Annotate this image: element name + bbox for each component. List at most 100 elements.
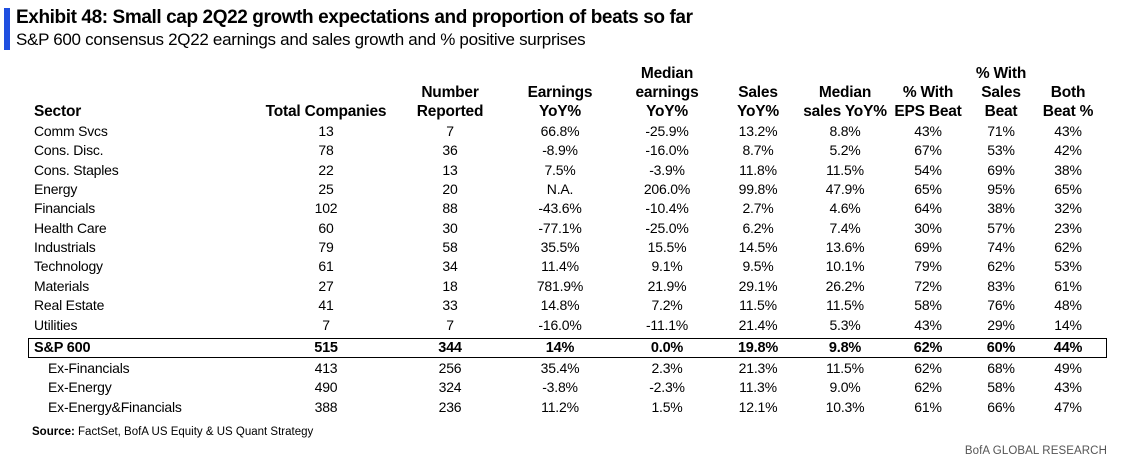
table-row: Ex-Energy&Financials 388 236 11.2% 1.5% 12.1%…	[0, 398, 1125, 417]
cell-both: 47%	[1054, 398, 1082, 415]
cell-earnings: 14.8%	[540, 297, 580, 314]
cell-med-sales: 9.8%	[828, 340, 862, 356]
cell-med-sales: 5.3%	[829, 316, 861, 333]
cell-med-earnings: 9.1%	[651, 258, 683, 275]
cell-med-sales: 9.0%	[829, 379, 861, 396]
cell-both: 53%	[1054, 258, 1082, 275]
table-row: Cons. Disc. 78 36 -8.9% -16.0% 8.7% 5.2% 67% 53%…	[0, 141, 1125, 160]
cell-sector: Ex-Energy&Financials	[48, 398, 182, 415]
cell-sales: 11.5%	[739, 297, 777, 314]
cell-sales-beat: 76%	[987, 297, 1015, 314]
header-line: Median	[640, 65, 694, 82]
cell-sales-beat: 74%	[987, 239, 1015, 256]
header-line: YoY%	[646, 103, 688, 120]
cell-med-sales: 8.8%	[829, 123, 861, 139]
cell-sector: Financials	[34, 200, 96, 217]
header-line: Number	[421, 84, 479, 101]
cell-sector: Energy	[34, 181, 78, 198]
header-line: YoY%	[737, 103, 779, 120]
cell-med-sales: 10.3%	[825, 398, 865, 415]
cell-sales: 99.8%	[738, 181, 778, 198]
header-pct-eps-beat: % With EPS Beat	[883, 83, 973, 121]
cell-sector: Comm Svcs	[34, 123, 108, 139]
cell-sales: 12.1%	[738, 398, 778, 415]
cell-both: 23%	[1054, 219, 1082, 236]
cell-total: 61	[318, 258, 334, 275]
table-row: Energy 25 20 N.A. 206.0% 99.8% 47.9% 65% 95% 65%	[0, 180, 1125, 199]
cell-sales-beat: 66%	[987, 398, 1015, 415]
table-row: Utilities 7 7 -16.0% -11.1% 21.4% 5.3% 43% 29% 14…	[0, 316, 1125, 335]
cell-med-sales: 26.2%	[825, 277, 865, 294]
cell-earnings: 14%	[545, 340, 575, 356]
header-pct-sales-beat: % With Sales Beat	[961, 64, 1041, 121]
cell-total: 7	[322, 316, 330, 333]
cell-sales-beat: 95%	[987, 181, 1015, 198]
cell-earnings: 11.2%	[541, 398, 579, 415]
cell-both: 14%	[1054, 316, 1082, 333]
cell-med-sales: 4.6%	[829, 200, 861, 217]
cell-both: 61%	[1054, 277, 1082, 294]
cell-total: 41	[318, 297, 334, 314]
cell-med-earnings: 0.0%	[650, 340, 684, 356]
header-line: Beat	[984, 103, 1018, 120]
cell-sector: Ex-Energy	[48, 379, 112, 396]
cell-earnings: 66.8%	[540, 123, 580, 139]
cell-reported: 20	[442, 181, 458, 198]
cell-total: 490	[314, 379, 338, 396]
cell-reported: 18	[442, 277, 458, 294]
cell-total: 27	[318, 277, 334, 294]
table-row: Cons. Staples 22 13 7.5% -3.9% 11.8% 11.5% 54% 6…	[0, 161, 1125, 180]
cell-med-earnings: 21.9%	[647, 277, 687, 294]
cell-both: 43%	[1054, 123, 1082, 139]
cell-sales-beat: 58%	[987, 379, 1015, 396]
cell-earnings: -16.0%	[538, 316, 582, 333]
table-row: Ex-Energy 490 324 -3.8% -2.3% 11.3% 9.0% 62% 58%…	[0, 378, 1125, 397]
cell-sales: 21.3%	[738, 360, 778, 376]
cell-both: 32%	[1054, 200, 1082, 217]
header-sector: Sector	[34, 102, 81, 121]
cell-total: 413	[314, 360, 338, 376]
cell-total: 78	[318, 142, 334, 159]
cell-sales: 21.4%	[738, 316, 778, 333]
cell-med-sales: 10.1%	[825, 258, 865, 275]
cell-eps-beat: 69%	[914, 239, 942, 256]
table-row: Materials 27 18 781.9% 21.9% 29.1% 26.2% 72% 83%…	[0, 277, 1125, 296]
cell-earnings: -77.1%	[538, 219, 582, 236]
cell-sector: Ex-Financials	[48, 360, 130, 376]
cell-both: 65%	[1054, 181, 1082, 198]
cell-reported: 324	[438, 379, 462, 396]
cell-sales: 6.2%	[742, 219, 774, 236]
cell-med-sales: 11.5%	[826, 161, 864, 178]
cell-both: 42%	[1054, 142, 1082, 159]
cell-sector: Cons. Staples	[34, 161, 119, 178]
cell-total: 515	[314, 340, 338, 356]
cell-sales-beat: 69%	[987, 161, 1015, 178]
cell-sales: 2.7%	[742, 200, 774, 217]
cell-reported: 256	[438, 360, 462, 376]
cell-total: 102	[314, 200, 338, 217]
cell-med-sales: 47.9%	[825, 181, 865, 198]
cell-sector: Industrials	[34, 239, 96, 256]
table-row: Comm Svcs 13 7 66.8% -25.9% 13.2% 8.8% 43% 71% 43…	[0, 122, 1125, 141]
cell-med-earnings: -25.0%	[645, 219, 689, 236]
cell-med-earnings: -11.1%	[645, 316, 689, 333]
cell-earnings: 35.5%	[540, 239, 580, 256]
cell-sector: Utilities	[34, 316, 78, 333]
cell-sales: 11.3%	[739, 379, 777, 396]
cell-sector: Materials	[34, 277, 89, 294]
cell-reported: 13	[442, 161, 458, 178]
cell-sales: 13.2%	[738, 123, 778, 139]
cell-sales: 8.7%	[742, 142, 774, 159]
total-row-box	[28, 338, 1107, 358]
cell-sector: Technology	[34, 258, 103, 275]
cell-med-earnings: -10.4%	[645, 200, 689, 217]
cell-earnings: 35.4%	[540, 360, 580, 376]
cell-med-earnings: 206.0%	[643, 181, 691, 198]
header-line: Beat %	[1042, 103, 1094, 120]
header-line: Earnings	[527, 84, 593, 101]
cell-med-earnings: 2.3%	[651, 360, 683, 376]
cell-med-sales: 11.5%	[826, 360, 864, 376]
cell-both: 43%	[1054, 379, 1082, 396]
cell-med-earnings: -2.3%	[649, 379, 685, 396]
header-median-sales-yoy: Median sales YoY%	[795, 83, 895, 121]
